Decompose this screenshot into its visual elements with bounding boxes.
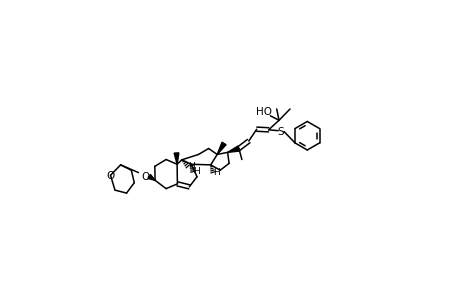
Polygon shape <box>174 153 179 164</box>
Text: H: H <box>193 167 200 176</box>
Text: O: O <box>141 172 149 182</box>
Text: O: O <box>106 171 114 181</box>
Text: S: S <box>277 127 284 137</box>
Text: H: H <box>188 162 195 171</box>
Polygon shape <box>227 146 239 152</box>
Polygon shape <box>147 175 155 180</box>
Polygon shape <box>217 142 225 154</box>
Text: HO: HO <box>256 107 272 117</box>
Text: H: H <box>213 168 220 177</box>
